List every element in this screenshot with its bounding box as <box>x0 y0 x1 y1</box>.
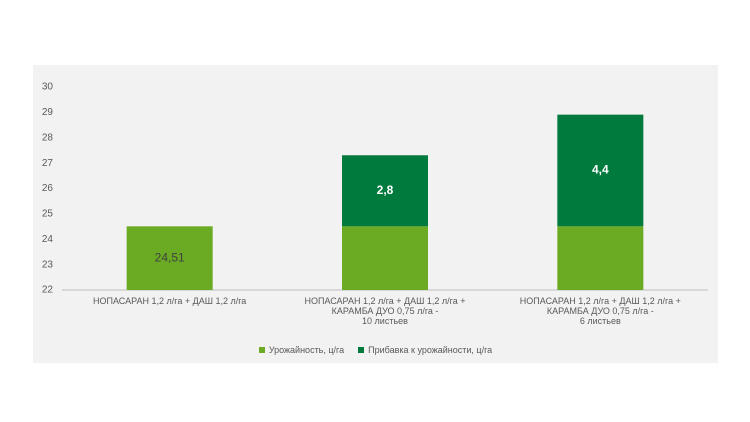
y-tick-label: 25 <box>42 209 54 220</box>
legend-label: Урожайность, ц/га <box>268 345 345 355</box>
legend-item: Прибавка к урожайности, ц/га <box>358 345 492 355</box>
legend-swatch <box>358 347 365 353</box>
y-tick-label: 26 <box>42 183 54 194</box>
y-tick-label: 29 <box>42 107 54 118</box>
x-tick-label: НОПАСАРАН 1,2 л/га + ДАШ 1,2 л/га <box>93 296 247 306</box>
legend-item: Урожайность, ц/га <box>258 345 345 355</box>
bar-segment <box>557 226 644 290</box>
legend-swatch <box>258 347 265 353</box>
data-label: 4,4 <box>592 163 609 177</box>
x-tick-label: НОПАСАРАН 1,2 л/га + ДАШ 1,2 л/га + КАРА… <box>304 296 466 326</box>
legend: Урожайность, ц/га Прибавка к урожайности,… <box>33 345 718 355</box>
data-label: 2,8 <box>377 183 394 197</box>
y-tick-label: 24 <box>42 234 54 245</box>
bar-segment <box>557 114 644 227</box>
bar-segment <box>342 155 428 227</box>
x-tick-label: НОПАСАРАН 1,2 л/га + ДАШ 1,2 л/га + КАРА… <box>519 296 681 326</box>
y-tick-label: 27 <box>42 158 54 169</box>
data-label: 24,51 <box>155 250 185 264</box>
y-tick-label: 23 <box>42 259 54 270</box>
bar-segment <box>342 226 428 290</box>
legend-label: Прибавка к урожайности, ц/га <box>368 345 493 355</box>
y-tick-label: 22 <box>42 285 54 296</box>
y-tick-label: 30 <box>42 82 54 93</box>
bar-segment <box>126 226 213 290</box>
y-tick-label: 28 <box>42 132 54 143</box>
